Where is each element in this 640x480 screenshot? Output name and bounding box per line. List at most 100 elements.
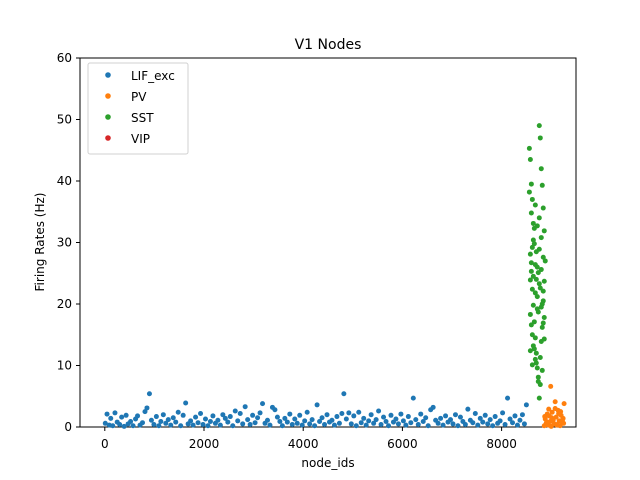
data-point-lif-exc [398,411,404,417]
data-point-sst [534,264,540,270]
data-point-lif-exc [386,423,392,429]
data-point-lif-exc [368,412,374,418]
data-point-lif-exc [393,416,399,422]
data-point-sst [533,249,539,255]
data-point-sst [528,268,534,274]
data-point-sst [526,145,532,151]
data-point-sst [530,237,536,243]
data-point-lif-exc [156,423,162,429]
data-point-sst [527,277,533,283]
data-point-sst [536,281,542,287]
data-point-lif-exc [351,413,357,419]
data-point-lif-exc [112,410,118,416]
data-point-pv [542,414,548,420]
data-point-lif-exc [490,423,496,429]
data-point-lif-exc [329,417,335,423]
data-point-lif-exc [317,418,323,424]
data-point-sst [541,315,547,321]
data-point-sst [536,123,542,129]
data-point-lif-exc [110,423,116,429]
data-point-lif-exc [324,412,330,418]
data-point-sst [528,210,534,216]
data-point-lif-exc [207,418,213,424]
data-point-lif-exc [314,402,320,408]
data-point-lif-exc [420,418,426,424]
y-tick-label: 40 [57,174,72,188]
data-point-sst [539,324,545,330]
data-point-lif-exc [438,415,444,421]
data-point-pv [553,414,559,420]
data-point-lif-exc [376,408,382,414]
data-point-sst [533,350,539,356]
data-point-lif-exc [356,409,362,415]
data-point-lif-exc [477,415,483,421]
data-point-lif-exc [195,420,201,426]
points-layer [102,123,567,429]
data-point-lif-exc [215,417,221,423]
data-point-sst [540,254,546,260]
data-point-sst [538,166,544,172]
data-point-lif-exc [142,409,148,415]
data-point-lif-exc [309,417,315,423]
data-point-sst [528,260,534,266]
x-axis-label: node_ids [301,456,354,470]
data-point-lif-exc [144,405,150,411]
data-point-lif-exc [507,416,513,422]
data-point-lif-exc [287,411,293,417]
data-point-lif-exc [205,423,211,429]
data-point-sst [537,355,543,360]
data-point-pv [554,422,560,428]
y-axis-label: Firing Rates (Hz) [33,193,47,292]
data-point-lif-exc [274,414,280,420]
legend-label-lif-exc: LIF_exc [131,69,175,83]
data-point-lif-exc [297,412,303,418]
x-tick-label: 6000 [387,437,418,451]
data-point-pv [549,415,555,421]
data-point-lif-exc [240,421,246,427]
data-point-sst [532,290,538,296]
data-point-lif-exc [450,421,456,427]
data-point-lif-exc [452,412,458,418]
data-point-pv [548,383,554,389]
data-point-lif-exc [102,420,108,426]
data-point-lif-exc [225,419,231,425]
data-point-lif-exc [395,421,401,427]
data-point-lif-exc [168,422,174,428]
data-point-lif-exc [307,421,313,427]
data-point-lif-exc [500,410,506,416]
data-point-lif-exc [284,419,290,425]
series-pv [541,383,567,429]
data-point-lif-exc [505,395,511,401]
data-point-lif-exc [304,409,310,415]
data-point-lif-exc [123,412,129,418]
legend-label-sst: SST [131,111,154,125]
x-tick-label: 4000 [288,437,319,451]
data-point-lif-exc [158,418,164,424]
data-point-lif-exc [472,410,478,416]
data-point-lif-exc [119,414,125,420]
data-point-pv [561,420,567,426]
data-point-lif-exc [140,420,145,426]
data-point-lif-exc [279,423,285,429]
data-point-sst [533,276,539,282]
data-point-lif-exc [235,418,241,424]
data-point-lif-exc [425,423,431,429]
data-point-lif-exc [188,418,194,424]
data-point-lif-exc [331,422,337,428]
data-point-sst [527,348,533,354]
data-point-lif-exc [346,410,352,416]
data-point-sst [540,288,546,294]
data-point-sst [529,196,535,202]
data-point-lif-exc [242,404,248,410]
data-point-lif-exc [523,402,529,408]
data-point-lif-exc [343,416,349,422]
data-point-lif-exc [200,422,206,428]
data-point-sst [537,285,543,291]
data-point-lif-exc [175,409,181,415]
data-point-sst [542,258,548,264]
data-point-lif-exc [190,422,196,428]
data-point-lif-exc [267,422,273,428]
data-point-lif-exc [410,395,416,401]
data-point-pv [561,401,567,407]
